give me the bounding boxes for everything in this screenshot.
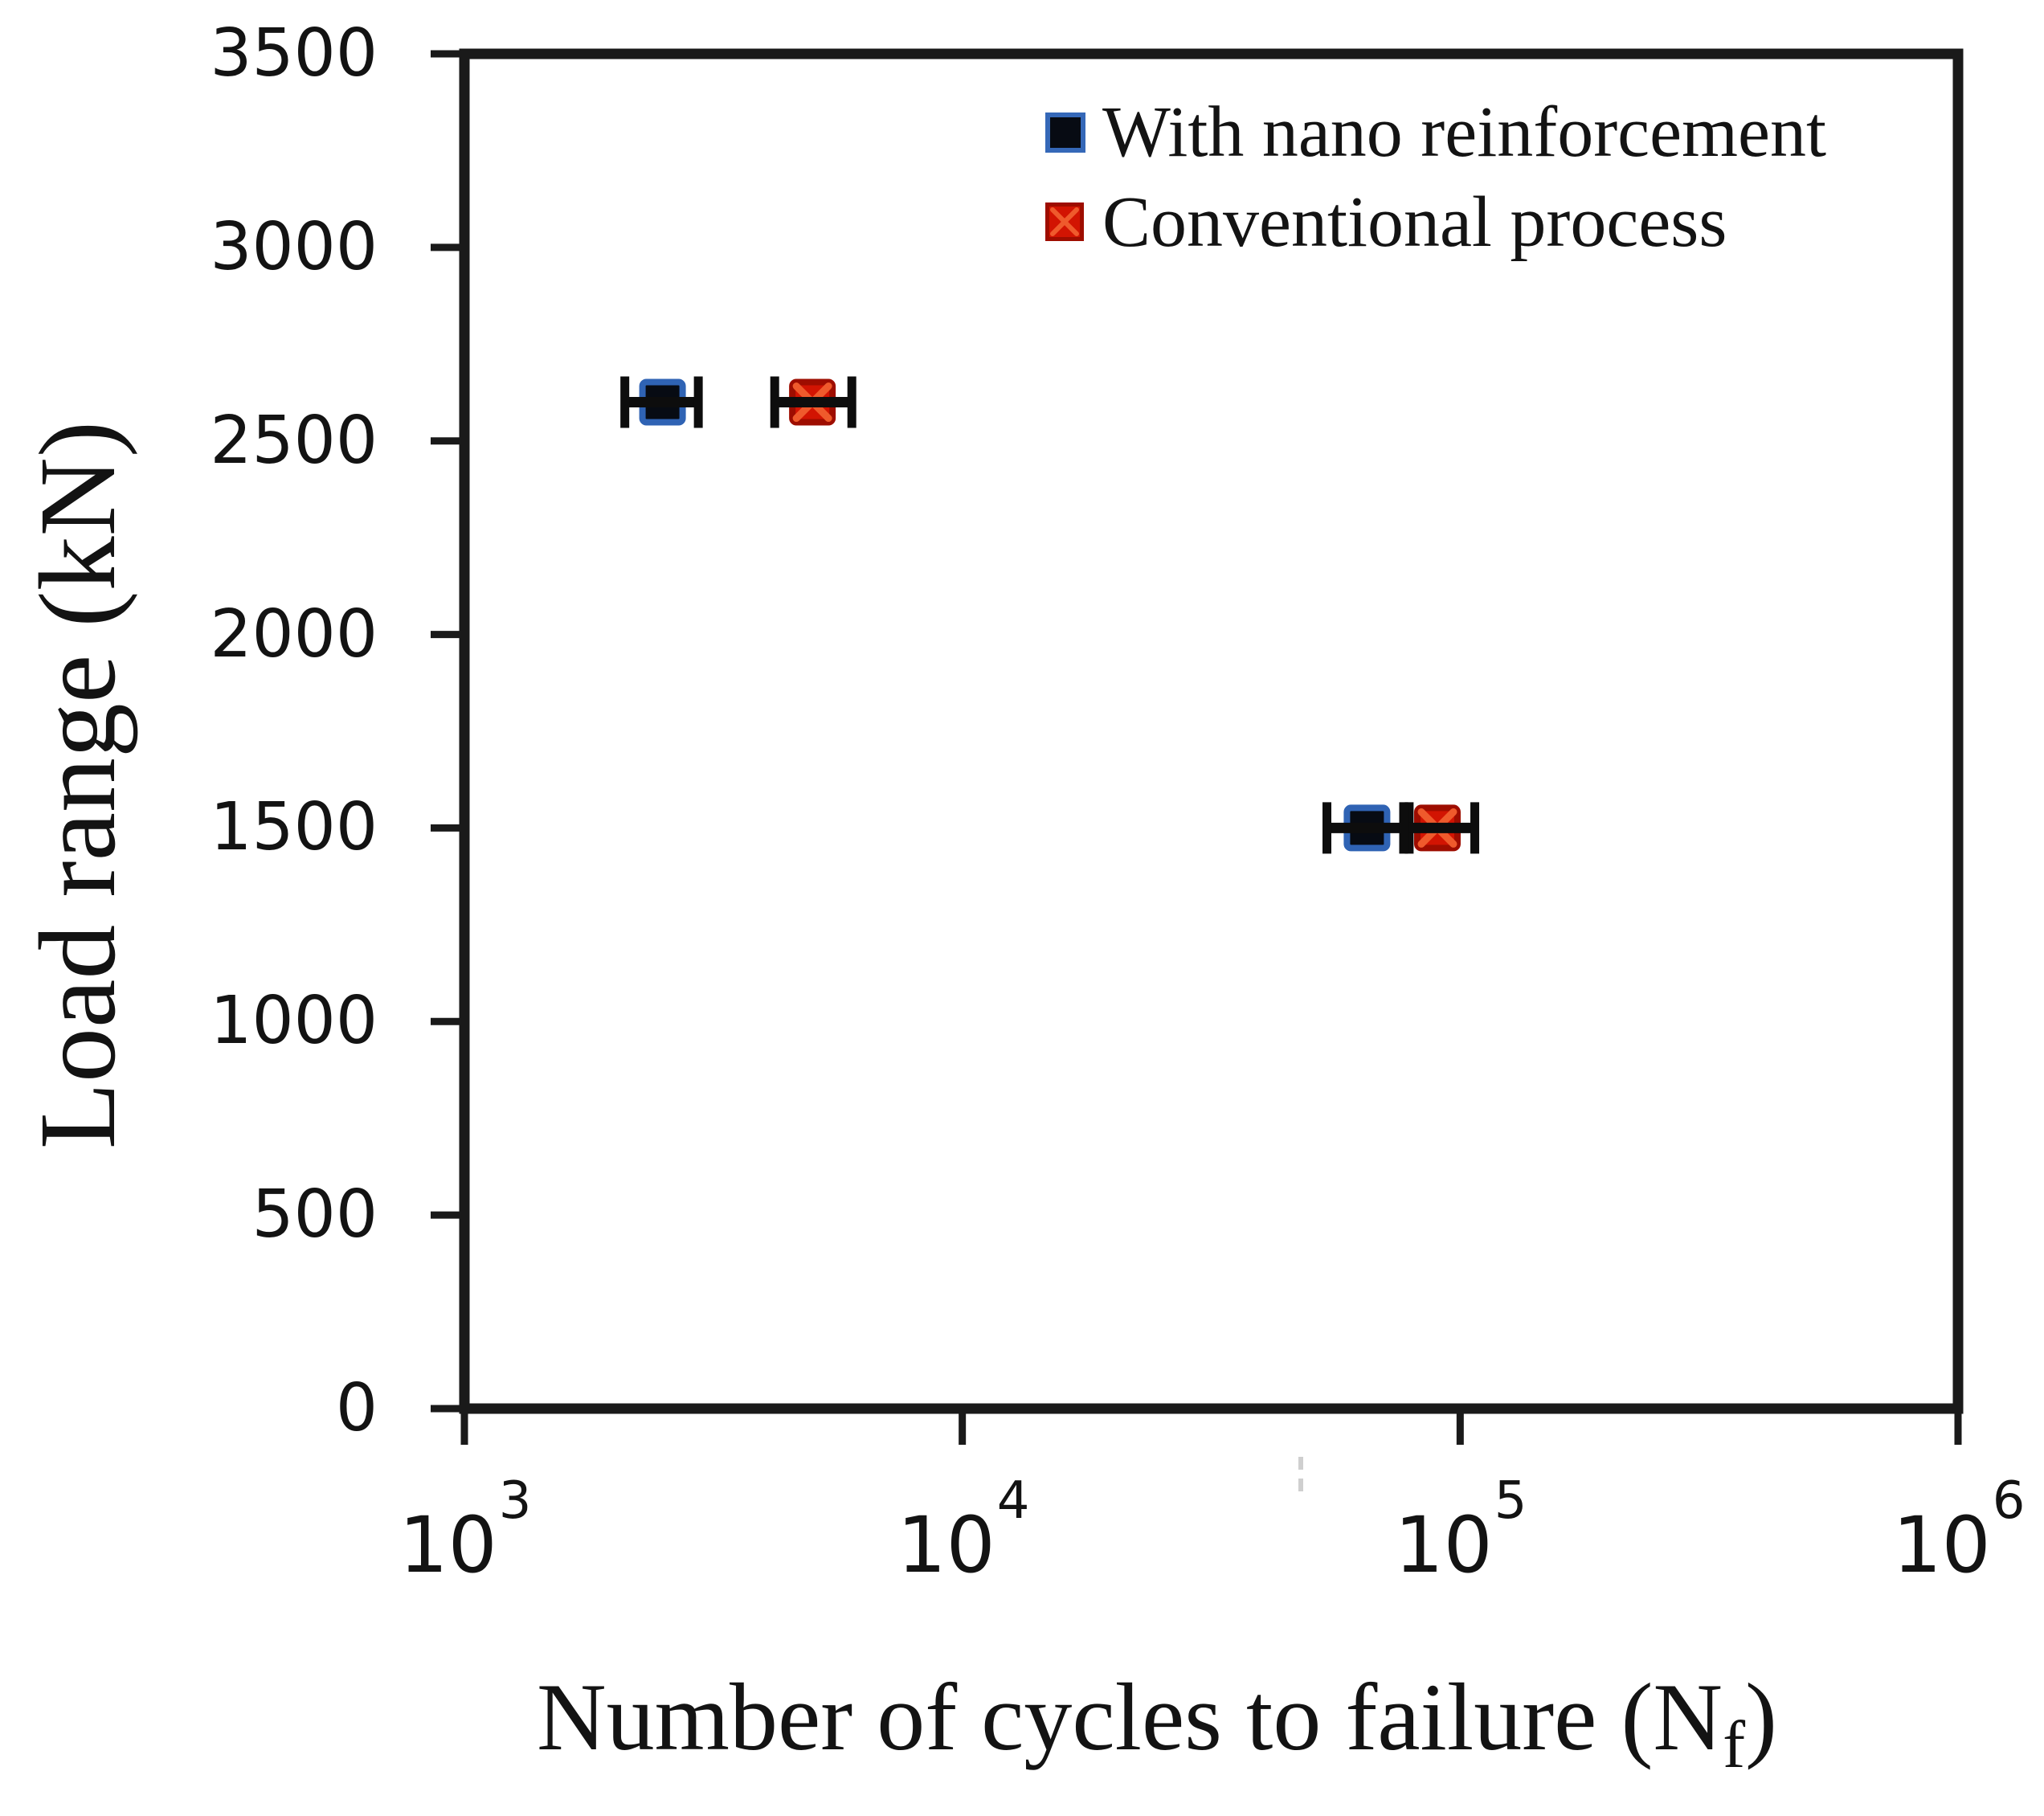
smudge-artifact xyxy=(1298,1479,1303,1491)
y-tick-label: 500 xyxy=(251,1176,378,1253)
x-tick-base: 10 xyxy=(1394,1500,1493,1590)
x-axis-title: Number of cycles to failure (Nf) xyxy=(321,1657,1993,1785)
x-tick-label: 103 xyxy=(336,1471,593,1590)
smudge-artifact xyxy=(1298,1457,1303,1470)
legend-label-nano: With nano reinforcement xyxy=(1102,92,1827,172)
x-axis-title-subscript: f xyxy=(1723,1708,1746,1782)
legend-marker-conventional-icon xyxy=(1045,202,1084,241)
x-tick-exponent: 5 xyxy=(1494,1471,1527,1531)
y-axis-title: Load range (kN) xyxy=(18,420,138,1150)
x-tick-base: 10 xyxy=(897,1500,995,1590)
y-tick-label: 3500 xyxy=(210,15,378,92)
x-tick-exponent: 3 xyxy=(498,1471,532,1531)
x-tick-label: 104 xyxy=(834,1471,1091,1590)
y-tick-label: 3000 xyxy=(210,209,378,285)
y-tick-label: 2500 xyxy=(210,403,378,479)
y-tick-label: 1500 xyxy=(210,789,378,865)
plot-border xyxy=(459,48,1964,1414)
y-tick-label: 0 xyxy=(335,1370,378,1446)
y-tick-label: 1000 xyxy=(210,983,378,1059)
x-axis-title-text: Number of cycles to failure (N xyxy=(536,1663,1723,1770)
x-tick-exponent: 4 xyxy=(996,1471,1030,1531)
x-axis-title-suffix: ) xyxy=(1745,1663,1778,1770)
x-tick-label: 106 xyxy=(1829,1471,2044,1590)
legend-cross-icon xyxy=(1050,207,1079,236)
legend-label-conventional: Conventional process xyxy=(1102,182,1727,262)
x-tick-base: 10 xyxy=(1892,1500,1991,1590)
legend-marker-nano-icon xyxy=(1045,112,1085,153)
x-tick-base: 10 xyxy=(399,1500,497,1590)
x-tick-exponent: 6 xyxy=(1992,1471,2026,1531)
y-tick-label: 2000 xyxy=(210,596,378,673)
x-tick-label: 105 xyxy=(1331,1471,1588,1590)
